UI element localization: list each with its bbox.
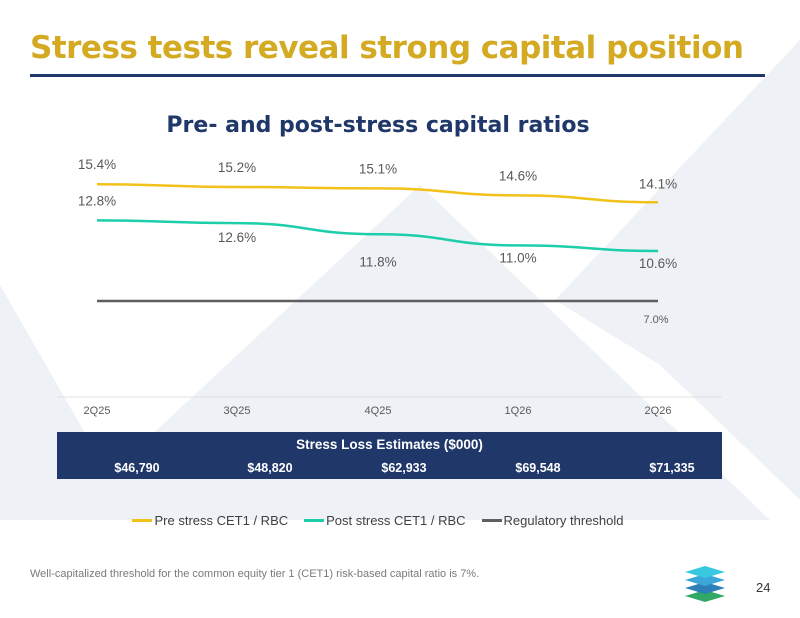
legend-swatch bbox=[132, 519, 153, 522]
series-line bbox=[96, 219, 659, 253]
stress-loss-value: $62,933 bbox=[381, 461, 427, 475]
data-label: 12.6% bbox=[218, 230, 256, 245]
legend-item-post-stress: Post stress CET1 / RBC bbox=[304, 513, 466, 528]
legend-item-pre-stress: Pre stress CET1 / RBC bbox=[132, 513, 288, 528]
legend-label: Regulatory threshold bbox=[503, 513, 624, 528]
stress-loss-value: $71,335 bbox=[649, 461, 695, 475]
stress-loss-title: Stress Loss Estimates ($000) bbox=[296, 437, 483, 452]
x-tick-label: 2Q25 bbox=[84, 405, 111, 417]
company-logo-icon bbox=[685, 566, 725, 602]
legend-swatch bbox=[481, 519, 502, 522]
data-label: 11.0% bbox=[499, 250, 536, 265]
stress-loss-table: Stress Loss Estimates ($000) $46,790 $48… bbox=[57, 432, 722, 479]
chart-title: Pre- and post-stress capital ratios bbox=[166, 113, 590, 138]
chart-legend: Pre stress CET1 / RBC Post stress CET1 /… bbox=[0, 513, 756, 528]
data-label: 7.0% bbox=[643, 314, 668, 326]
x-tick-label: 2Q26 bbox=[645, 405, 672, 417]
x-tick-label: 3Q25 bbox=[224, 405, 251, 417]
data-label: 15.4% bbox=[78, 157, 116, 172]
data-label: 10.6% bbox=[639, 256, 677, 271]
data-label: 11.8% bbox=[359, 254, 396, 269]
stress-loss-value: $48,820 bbox=[247, 461, 293, 475]
stress-loss-value: $46,790 bbox=[114, 461, 160, 475]
data-label: 14.6% bbox=[499, 168, 537, 183]
stress-loss-value: $69,548 bbox=[515, 461, 561, 475]
legend-swatch bbox=[304, 519, 325, 522]
title-underline bbox=[30, 74, 765, 77]
slide-title: Stress tests reveal strong capital posit… bbox=[30, 30, 744, 66]
series-line bbox=[96, 182, 659, 204]
x-tick-label: 1Q26 bbox=[505, 405, 532, 417]
footnote: Well-capitalized threshold for the commo… bbox=[30, 568, 480, 580]
data-label: 15.2% bbox=[218, 160, 256, 175]
data-label: 15.1% bbox=[359, 161, 397, 176]
data-label: 12.8% bbox=[78, 193, 116, 208]
legend-label: Pre stress CET1 / RBC bbox=[154, 513, 289, 528]
page-number: 24 bbox=[756, 580, 771, 595]
data-label: 14.1% bbox=[639, 176, 677, 191]
legend-item-regulatory: Regulatory threshold bbox=[481, 513, 624, 528]
x-tick-label: 4Q25 bbox=[365, 405, 392, 417]
legend-label: Post stress CET1 / RBC bbox=[326, 513, 466, 528]
